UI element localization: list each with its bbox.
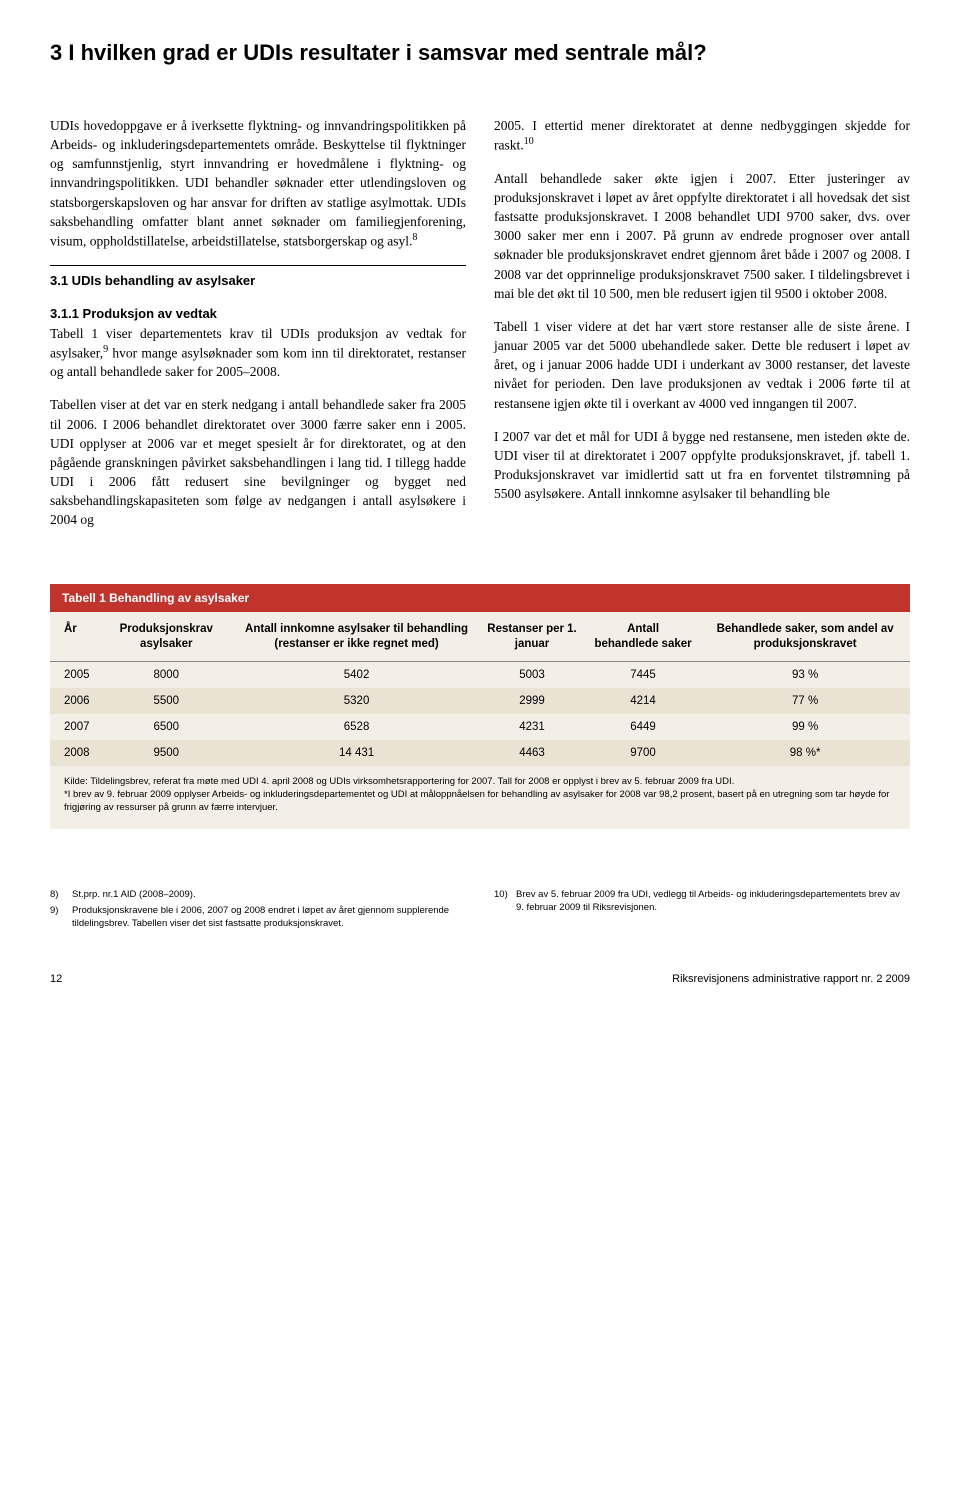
right-p3: Tabell 1 viser videre at det har vært st… <box>494 317 910 413</box>
table-note-1: Kilde: Tildelingsbrev, referat fra møte … <box>64 776 896 789</box>
table-body: 2005 8000 5402 5003 7445 93 % 2006 5500 … <box>50 662 910 767</box>
cell: 5500 <box>98 688 235 714</box>
cell: 5402 <box>235 662 478 689</box>
section-divider <box>50 265 466 266</box>
left-p1-text: UDIs hovedoppgave er å iverksette flyktn… <box>50 118 466 248</box>
cell: 2006 <box>50 688 98 714</box>
cell: 8000 <box>98 662 235 689</box>
cell: 9700 <box>586 740 700 766</box>
table-header-row: År Produksjonskrav asylsaker Antall innk… <box>50 612 910 662</box>
right-p1a: 2005. I ettertid mener direktoratet at d… <box>494 118 910 153</box>
cell: 5320 <box>235 688 478 714</box>
th-innkomne: Antall innkomne asylsaker til behandling… <box>235 612 478 662</box>
footnotes-left: 8) St.prp. nr.1 AID (2008–2009). 9) Prod… <box>50 889 466 933</box>
right-p2: Antall behandlede saker økte igjen i 200… <box>494 169 910 303</box>
fn-num: 10) <box>494 889 516 915</box>
right-p1: 2005. I ettertid mener direktoratet at d… <box>494 116 910 155</box>
cell: 6500 <box>98 714 235 740</box>
fn-num: 9) <box>50 905 72 931</box>
cell: 5003 <box>478 662 586 689</box>
footnotes-right: 10) Brev av 5. februar 2009 fra UDI, ved… <box>494 889 910 933</box>
footnote-ref-10: 10 <box>524 136 534 147</box>
table-block: Tabell 1 Behandling av asylsaker År Prod… <box>50 584 910 829</box>
cell: 77 % <box>700 688 910 714</box>
table-source-note: Kilde: Tildelingsbrev, referat fra møte … <box>50 766 910 814</box>
cell: 6449 <box>586 714 700 740</box>
fn-text: St.prp. nr.1 AID (2008–2009). <box>72 889 196 902</box>
cell: 93 % <box>700 662 910 689</box>
th-behandlede: Antall behandlede saker <box>586 612 700 662</box>
cell: 7445 <box>586 662 700 689</box>
subheading-3-1: 3.1 UDIs behandling av asylsaker <box>50 272 466 290</box>
footnote-ref-8: 8 <box>412 232 417 243</box>
table-row: 2007 6500 6528 4231 6449 99 % <box>50 714 910 740</box>
table-row: 2005 8000 5402 5003 7445 93 % <box>50 662 910 689</box>
page-footer: 12 Riksrevisjonens administrative rappor… <box>50 973 910 985</box>
right-p4: I 2007 var det et mål for UDI å bygge ne… <box>494 427 910 504</box>
page-heading: 3 I hvilken grad er UDIs resultater i sa… <box>50 40 910 66</box>
th-prodkrav: Produksjonskrav asylsaker <box>98 612 235 662</box>
th-year: År <box>50 612 98 662</box>
fn-text: Produksjonskravene ble i 2006, 2007 og 2… <box>72 905 466 931</box>
left-p1: UDIs hovedoppgave er å iverksette flyktn… <box>50 116 466 251</box>
footnote-8: 8) St.prp. nr.1 AID (2008–2009). <box>50 889 466 902</box>
table-note-2: *I brev av 9. februar 2009 opplyser Arbe… <box>64 789 896 815</box>
left-p3: Tabellen viser at det var en sterk nedga… <box>50 395 466 529</box>
body-columns: UDIs hovedoppgave er å iverksette flyktn… <box>50 116 910 544</box>
cell: 98 %* <box>700 740 910 766</box>
cell: 6528 <box>235 714 478 740</box>
cell: 4214 <box>586 688 700 714</box>
footnote-10: 10) Brev av 5. februar 2009 fra UDI, ved… <box>494 889 910 915</box>
cell: 2007 <box>50 714 98 740</box>
fn-num: 8) <box>50 889 72 902</box>
page-number: 12 <box>50 973 62 985</box>
cell: 14 431 <box>235 740 478 766</box>
left-column: UDIs hovedoppgave er å iverksette flyktn… <box>50 116 466 544</box>
cell: 4463 <box>478 740 586 766</box>
subheading-3-1-1: 3.1.1 Produksjon av vedtak <box>50 306 217 321</box>
data-table: År Produksjonskrav asylsaker Antall innk… <box>50 612 910 767</box>
right-column: 2005. I ettertid mener direktoratet at d… <box>494 116 910 544</box>
table-row: 2006 5500 5320 2999 4214 77 % <box>50 688 910 714</box>
cell: 2999 <box>478 688 586 714</box>
cell: 2008 <box>50 740 98 766</box>
cell: 2005 <box>50 662 98 689</box>
fn-text: Brev av 5. februar 2009 fra UDI, vedlegg… <box>516 889 910 915</box>
left-p2b: hvor mange asylsøknader som kom inn til … <box>50 345 466 379</box>
footnotes: 8) St.prp. nr.1 AID (2008–2009). 9) Prod… <box>50 889 910 933</box>
footer-source: Riksrevisjonens administrative rapport n… <box>672 973 910 985</box>
cell: 99 % <box>700 714 910 740</box>
table-title: Tabell 1 Behandling av asylsaker <box>50 584 910 612</box>
left-p2: 3.1.1 Produksjon av vedtakTabell 1 viser… <box>50 304 466 381</box>
th-andel: Behandlede saker, som andel av produksjo… <box>700 612 910 662</box>
th-restanser: Restanser per 1. januar <box>478 612 586 662</box>
footnote-9: 9) Produksjonskravene ble i 2006, 2007 o… <box>50 905 466 931</box>
cell: 9500 <box>98 740 235 766</box>
cell: 4231 <box>478 714 586 740</box>
table-row: 2008 9500 14 431 4463 9700 98 %* <box>50 740 910 766</box>
